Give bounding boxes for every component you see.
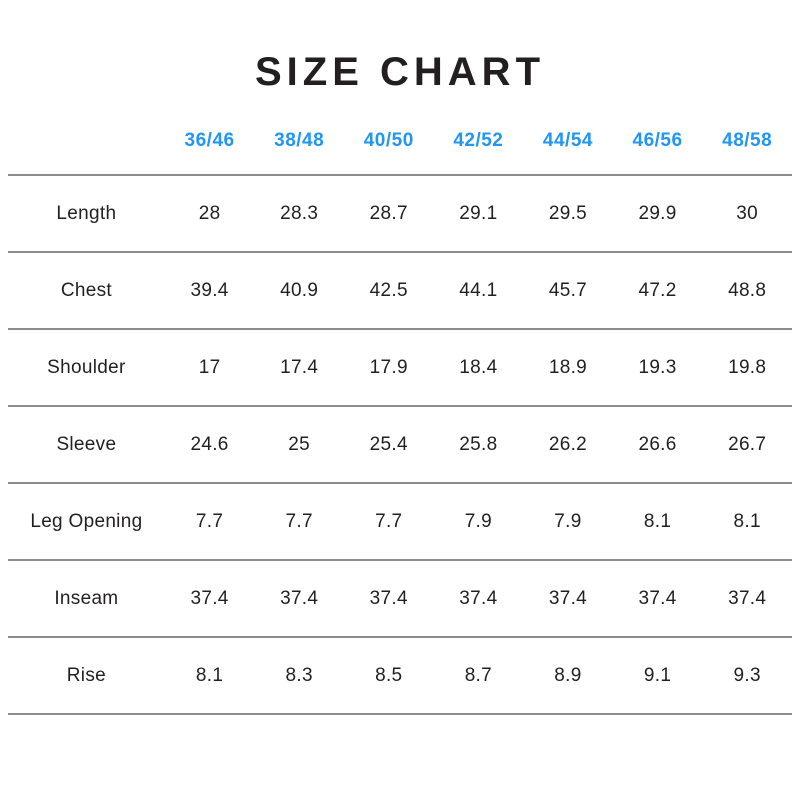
size-column-header: 38/48 <box>254 130 344 176</box>
size-column-header: 48/58 <box>702 130 792 176</box>
size-chart-table: 36/46 38/48 40/50 42/52 44/54 46/56 48/58 Leng… <box>8 130 792 715</box>
measurement-value: 37.4 <box>254 560 344 638</box>
measurement-value: 8.3 <box>254 637 344 715</box>
measurement-value: 48.8 <box>702 252 792 330</box>
measurement-label: Inseam <box>8 560 165 638</box>
measurement-label: Chest <box>8 252 165 330</box>
measurement-label: Length <box>8 175 165 253</box>
measurement-value: 8.1 <box>164 637 255 715</box>
size-column-header: 42/52 <box>433 130 524 176</box>
measurement-value: 19.8 <box>702 329 792 407</box>
measurement-value: 42.5 <box>343 252 434 330</box>
measurement-value: 37.4 <box>343 560 434 638</box>
measurement-value: 37.4 <box>433 560 524 638</box>
measurement-value: 39.4 <box>164 252 255 330</box>
table-row: Rise 8.1 8.3 8.5 8.7 8.9 9.1 9.3 <box>8 637 792 715</box>
measurement-value: 17.4 <box>254 329 344 407</box>
size-column-header: 36/46 <box>164 130 255 176</box>
size-header-row: 36/46 38/48 40/50 42/52 44/54 46/56 48/58 <box>8 130 792 176</box>
measurement-value: 45.7 <box>523 252 613 330</box>
measurement-value: 18.4 <box>433 329 524 407</box>
measurement-value: 7.9 <box>523 483 613 561</box>
measurement-value: 8.1 <box>612 483 703 561</box>
header-corner-cell <box>8 130 165 176</box>
measurement-value: 30 <box>702 175 792 253</box>
size-column-header: 46/56 <box>612 130 703 176</box>
measurement-value: 8.9 <box>523 637 613 715</box>
measurement-value: 28 <box>164 175 255 253</box>
measurement-value: 44.1 <box>433 252 524 330</box>
measurement-value: 25.4 <box>343 406 434 484</box>
table-row: Inseam 37.4 37.4 37.4 37.4 37.4 37.4 37.4 <box>8 560 792 638</box>
measurement-value: 28.7 <box>343 175 434 253</box>
measurement-value: 40.9 <box>254 252 344 330</box>
measurement-value: 26.6 <box>612 406 703 484</box>
measurement-value: 47.2 <box>612 252 703 330</box>
measurement-value: 28.3 <box>254 175 344 253</box>
measurement-value: 37.4 <box>702 560 792 638</box>
measurement-value: 7.7 <box>164 483 255 561</box>
measurement-value: 9.3 <box>702 637 792 715</box>
table-row: Length 28 28.3 28.7 29.1 29.5 29.9 30 <box>8 175 792 253</box>
measurement-label: Leg Opening <box>8 483 165 561</box>
measurement-value: 7.9 <box>433 483 524 561</box>
measurement-value: 9.1 <box>612 637 703 715</box>
size-column-header: 40/50 <box>343 130 434 176</box>
table-row: Leg Opening 7.7 7.7 7.7 7.9 7.9 8.1 8.1 <box>8 483 792 561</box>
measurement-value: 37.4 <box>164 560 255 638</box>
measurement-label: Shoulder <box>8 329 165 407</box>
measurement-value: 17 <box>164 329 255 407</box>
measurement-value: 7.7 <box>254 483 344 561</box>
measurement-value: 7.7 <box>343 483 434 561</box>
measurement-value: 18.9 <box>523 329 613 407</box>
measurement-value: 8.5 <box>343 637 434 715</box>
size-column-header: 44/54 <box>523 130 613 176</box>
page-title: SIZE CHART <box>255 50 545 94</box>
measurement-value: 26.2 <box>523 406 613 484</box>
measurement-value: 37.4 <box>523 560 613 638</box>
measurement-value: 37.4 <box>612 560 703 638</box>
measurement-value: 29.5 <box>523 175 613 253</box>
measurement-label: Rise <box>8 637 165 715</box>
measurement-value: 19.3 <box>612 329 703 407</box>
table-row: Sleeve 24.6 25 25.4 25.8 26.2 26.6 26.7 <box>8 406 792 484</box>
measurement-value: 8.1 <box>702 483 792 561</box>
measurement-value: 25.8 <box>433 406 524 484</box>
measurement-value: 8.7 <box>433 637 524 715</box>
table-row: Shoulder 17 17.4 17.9 18.4 18.9 19.3 19.8 <box>8 329 792 407</box>
size-chart-body: Length 28 28.3 28.7 29.1 29.5 29.9 30 Chest 39.4 4… <box>8 175 792 715</box>
measurement-value: 25 <box>254 406 344 484</box>
measurement-value: 29.1 <box>433 175 524 253</box>
table-row: Chest 39.4 40.9 42.5 44.1 45.7 47.2 48.8 <box>8 252 792 330</box>
measurement-label: Sleeve <box>8 406 165 484</box>
measurement-value: 17.9 <box>343 329 434 407</box>
measurement-value: 26.7 <box>702 406 792 484</box>
measurement-value: 29.9 <box>612 175 703 253</box>
measurement-value: 24.6 <box>164 406 255 484</box>
